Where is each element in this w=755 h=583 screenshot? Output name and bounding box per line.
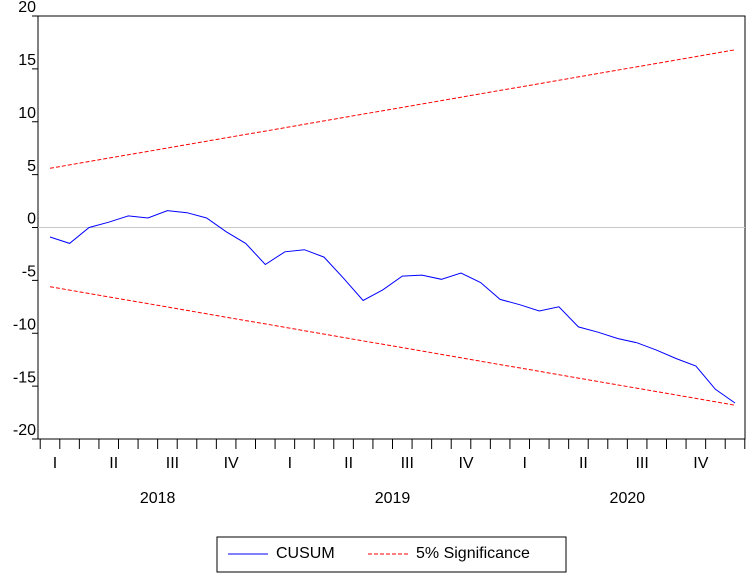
x-tick-label: II bbox=[109, 455, 118, 472]
legend-label: CUSUM bbox=[276, 545, 335, 562]
y-tick-label: 5 bbox=[27, 158, 36, 175]
year-label: 2020 bbox=[610, 490, 646, 507]
y-tick-label: 15 bbox=[18, 52, 36, 69]
legend-label: 5% Significance bbox=[416, 545, 530, 562]
x-tick-label: IV bbox=[224, 455, 239, 472]
series-line bbox=[49, 49, 736, 169]
x-tick-label: II bbox=[579, 455, 588, 472]
y-tick-label: 20 bbox=[18, 0, 36, 16]
x-tick-label: I bbox=[288, 455, 292, 472]
x-tick-label: III bbox=[166, 455, 179, 472]
x-tick-label: II bbox=[344, 455, 353, 472]
series-line bbox=[49, 286, 736, 406]
year-label: 2019 bbox=[375, 490, 411, 507]
y-tick-label: 0 bbox=[27, 211, 36, 228]
legend-box bbox=[216, 536, 567, 573]
y-tick-label: -10 bbox=[13, 316, 36, 333]
year-label: 2018 bbox=[140, 490, 176, 507]
y-tick-label: -15 bbox=[13, 369, 36, 386]
y-tick-label: -5 bbox=[22, 264, 36, 281]
x-tick-label: III bbox=[401, 455, 414, 472]
y-tick-label: -20 bbox=[13, 422, 36, 439]
x-tick-label: IV bbox=[458, 455, 473, 472]
x-tick-label: III bbox=[635, 455, 648, 472]
x-tick-label: I bbox=[522, 455, 526, 472]
y-tick-label: 10 bbox=[18, 105, 36, 122]
series-line bbox=[49, 210, 736, 404]
x-tick-label: I bbox=[53, 455, 57, 472]
x-tick-label: IV bbox=[693, 455, 708, 472]
